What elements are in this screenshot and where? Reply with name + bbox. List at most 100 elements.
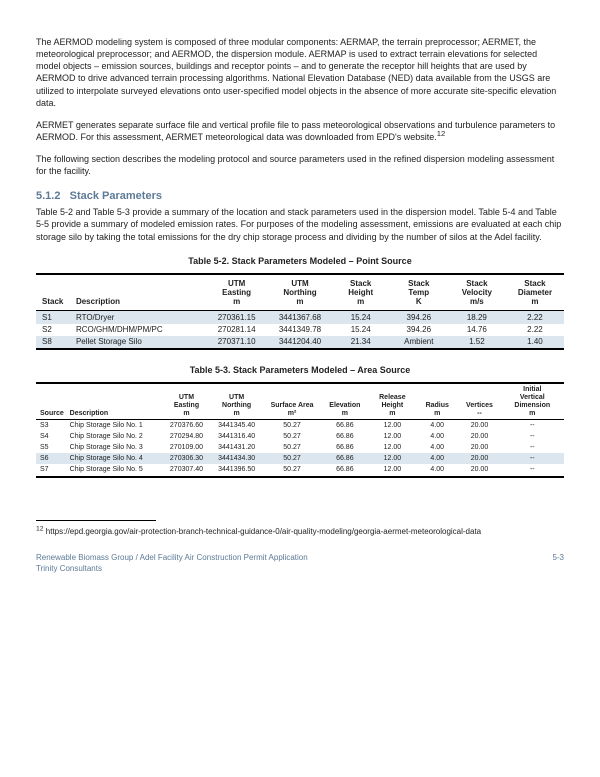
table-cell: 50.27 <box>263 420 321 432</box>
table-cell: S8 <box>36 336 73 349</box>
table-cell: 394.26 <box>390 311 448 324</box>
col-header: Description <box>68 383 163 420</box>
footnote-marker: 12 <box>36 525 44 532</box>
table-cell: 2.22 <box>506 324 564 336</box>
table-cell: 50.27 <box>263 464 321 476</box>
table-row: S3Chip Storage Silo No. 1270376.60344134… <box>36 420 564 432</box>
table-cell: S5 <box>36 442 68 453</box>
table-cell: -- <box>501 453 564 464</box>
table-cell: 394.26 <box>390 324 448 336</box>
table-cell: Chip Storage Silo No. 5 <box>68 464 163 476</box>
table-cell: 270109.00 <box>163 442 211 453</box>
table-cell: 3441434.30 <box>210 453 263 464</box>
col-header: Surface Aream² <box>263 383 321 420</box>
col-header: StackVelocitym/s <box>448 274 506 311</box>
col-header: Source <box>36 383 68 420</box>
table-cell: -- <box>501 464 564 476</box>
table-cell: 3441367.68 <box>268 311 331 324</box>
page-footer: Renewable Biomass Group / Adel Facility … <box>36 553 564 575</box>
col-header: StackTempK <box>390 274 448 311</box>
footer-org: Trinity Consultants <box>36 564 308 575</box>
table-cell: 50.27 <box>263 453 321 464</box>
col-header: Elevationm <box>321 383 369 420</box>
table-cell: 66.86 <box>321 420 369 432</box>
table-cell: 1.52 <box>448 336 506 349</box>
table-cell: 270281.14 <box>205 324 268 336</box>
table-cell: 50.27 <box>263 442 321 453</box>
table-cell: 12.00 <box>369 442 417 453</box>
paragraph-2-text: AERMET generates separate surface file a… <box>36 120 555 142</box>
section-number: 5.1.2 <box>36 190 60 202</box>
table-cell: 12.00 <box>369 453 417 464</box>
table-cell: 270361.15 <box>205 311 268 324</box>
paragraph-2: AERMET generates separate surface file a… <box>36 119 564 143</box>
table-cell: 2.22 <box>506 311 564 324</box>
col-header: UTMEastingm <box>163 383 211 420</box>
table-cell: Chip Storage Silo No. 4 <box>68 453 163 464</box>
col-header: UTMEastingm <box>205 274 268 311</box>
table-row: S6Chip Storage Silo No. 4270306.30344143… <box>36 453 564 464</box>
table-row: S5Chip Storage Silo No. 3270109.00344143… <box>36 442 564 453</box>
table-cell: 66.86 <box>321 464 369 476</box>
table-cell: 20.00 <box>458 431 500 442</box>
table-cell: 4.00 <box>416 442 458 453</box>
table-cell: Chip Storage Silo No. 1 <box>68 420 163 432</box>
table-cell: -- <box>501 420 564 432</box>
table-cell: 3441396.50 <box>210 464 263 476</box>
table-cell: 3441349.78 <box>268 324 331 336</box>
table-cell: 20.00 <box>458 442 500 453</box>
section-heading: 5.1.2 Stack Parameters <box>36 189 564 204</box>
col-header: Radiusm <box>416 383 458 420</box>
table-cell: 15.24 <box>332 311 390 324</box>
col-header: Vertices-- <box>458 383 500 420</box>
footnote-12: 12 https://epd.georgia.gov/air-protectio… <box>36 527 564 538</box>
table-cell: Pellet Storage Silo <box>73 336 205 349</box>
table-cell: Chip Storage Silo No. 2 <box>68 431 163 442</box>
table-cell: RCO/GHM/DHM/PM/PC <box>73 324 205 336</box>
table-cell: 12.00 <box>369 464 417 476</box>
table-cell: S1 <box>36 311 73 324</box>
table-cell: 50.27 <box>263 431 321 442</box>
table-cell: 270307.40 <box>163 464 211 476</box>
table-cell: -- <box>501 442 564 453</box>
table-cell: 12.00 <box>369 431 417 442</box>
col-header: Stack <box>36 274 73 311</box>
table-row: S1RTO/Dryer270361.153441367.6815.24394.2… <box>36 311 564 324</box>
col-header: Description <box>73 274 205 311</box>
table-cell: 3441316.40 <box>210 431 263 442</box>
table-cell: 4.00 <box>416 420 458 432</box>
paragraph-1: The AERMOD modeling system is composed o… <box>36 36 564 109</box>
table-cell: 3441204.40 <box>268 336 331 349</box>
table-cell: S3 <box>36 420 68 432</box>
table-5-2: StackDescriptionUTMEastingmUTMNorthingmS… <box>36 273 564 350</box>
table-cell: 4.00 <box>416 431 458 442</box>
table-5-2-caption: Table 5-2. Stack Parameters Modeled – Po… <box>36 255 564 267</box>
table-cell: 1.40 <box>506 336 564 349</box>
table-cell: 3441431.20 <box>210 442 263 453</box>
table-cell: Ambient <box>390 336 448 349</box>
table-5-3-caption: Table 5-3. Stack Parameters Modeled – Ar… <box>36 364 564 376</box>
table-cell: 66.86 <box>321 453 369 464</box>
table-cell: 14.76 <box>448 324 506 336</box>
table-cell: S2 <box>36 324 73 336</box>
table-cell: 20.00 <box>458 464 500 476</box>
table-row: S7Chip Storage Silo No. 5270307.40344139… <box>36 464 564 476</box>
table-cell: 66.86 <box>321 431 369 442</box>
col-header: UTMNorthingm <box>268 274 331 311</box>
table-row: S2RCO/GHM/DHM/PM/PC270281.143441349.7815… <box>36 324 564 336</box>
footnote-text: https://epd.georgia.gov/air-protection-b… <box>44 527 482 536</box>
table-cell: 12.00 <box>369 420 417 432</box>
col-header: ReleaseHeightm <box>369 383 417 420</box>
table-row: S8Pellet Storage Silo270371.103441204.40… <box>36 336 564 349</box>
col-header: UTMNorthingm <box>210 383 263 420</box>
footnote-ref-12: 12 <box>437 129 446 138</box>
footnote-rule <box>36 520 156 521</box>
table-cell: 4.00 <box>416 453 458 464</box>
table-cell: S4 <box>36 431 68 442</box>
table-5-3: SourceDescriptionUTMEastingmUTMNorthingm… <box>36 382 564 477</box>
table-cell: 4.00 <box>416 464 458 476</box>
col-header: InitialVerticalDimensionm <box>501 383 564 420</box>
table-cell: 18.29 <box>448 311 506 324</box>
col-header: StackHeightm <box>332 274 390 311</box>
table-cell: 270306.30 <box>163 453 211 464</box>
